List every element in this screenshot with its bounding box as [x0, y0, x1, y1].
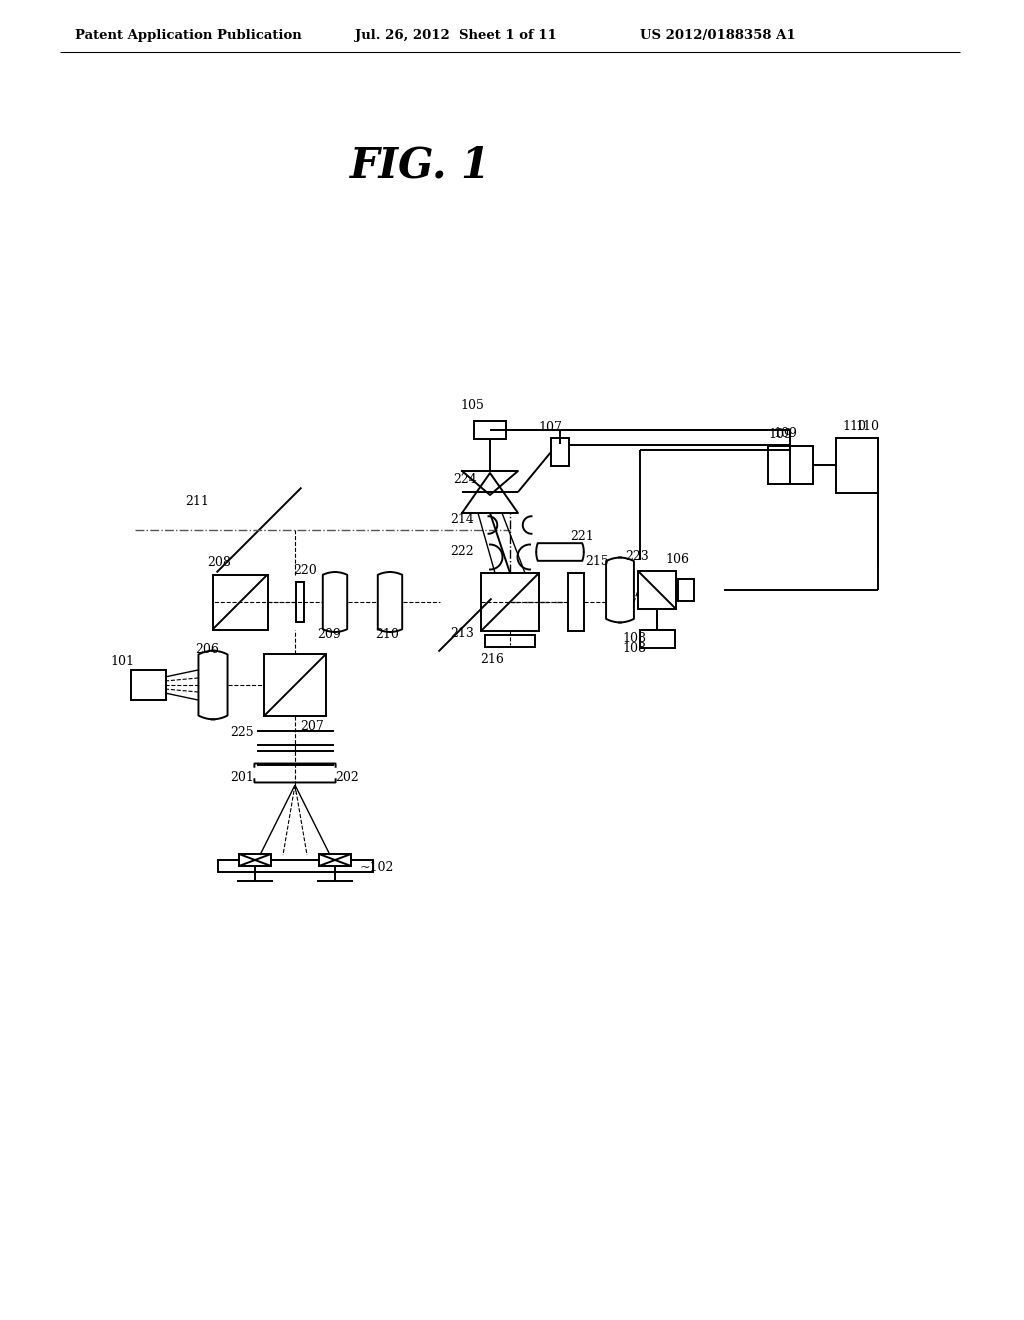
Bar	[264, 653, 326, 715]
Bar	[213, 574, 267, 630]
Text: Jul. 26, 2012  Sheet 1 of 11: Jul. 26, 2012 Sheet 1 of 11	[355, 29, 557, 41]
Text: 105: 105	[460, 399, 484, 412]
Bar	[239, 854, 271, 866]
Text: 211: 211	[185, 495, 209, 508]
Text: ~102: ~102	[360, 861, 394, 874]
Bar	[217, 861, 373, 873]
Text: FIG. 1: FIG. 1	[349, 144, 490, 186]
Text: 108: 108	[622, 632, 646, 645]
Text: 202: 202	[335, 771, 358, 784]
Text: 201: 201	[230, 771, 254, 784]
Bar	[551, 438, 569, 466]
Bar	[836, 437, 878, 492]
Text: 206: 206	[195, 643, 219, 656]
Text: 110: 110	[842, 420, 866, 433]
Text: 224: 224	[453, 473, 477, 486]
Text: 215: 215	[585, 554, 608, 568]
Text: 101: 101	[110, 655, 134, 668]
Bar	[678, 579, 694, 601]
Text: 106: 106	[665, 553, 689, 566]
Text: US 2012/0188358 A1: US 2012/0188358 A1	[640, 29, 796, 41]
Text: 108: 108	[622, 642, 646, 655]
Bar	[768, 446, 812, 484]
Text: 109: 109	[773, 426, 797, 440]
Bar	[319, 854, 351, 866]
Text: 110: 110	[855, 421, 879, 433]
Text: 225: 225	[230, 726, 254, 739]
Text: 210: 210	[375, 628, 399, 642]
Bar	[568, 573, 584, 631]
Text: 109: 109	[768, 429, 792, 441]
Text: 207: 207	[300, 719, 324, 733]
Bar	[481, 573, 539, 631]
Bar	[638, 572, 676, 609]
Text: 213: 213	[450, 627, 474, 640]
Text: 222: 222	[450, 545, 474, 558]
Text: 221: 221	[570, 531, 594, 543]
Text: Patent Application Publication: Patent Application Publication	[75, 29, 302, 41]
Text: 107: 107	[538, 421, 562, 434]
Bar	[485, 635, 535, 647]
Bar	[474, 421, 506, 440]
Bar	[296, 582, 304, 622]
Text: 216: 216	[480, 653, 504, 667]
Text: 208: 208	[207, 557, 230, 569]
Bar	[640, 630, 675, 648]
Text: 214: 214	[450, 513, 474, 525]
Text: 223: 223	[625, 550, 649, 564]
Text: 209: 209	[317, 628, 341, 642]
Text: 220: 220	[293, 564, 316, 577]
Bar	[130, 671, 166, 700]
